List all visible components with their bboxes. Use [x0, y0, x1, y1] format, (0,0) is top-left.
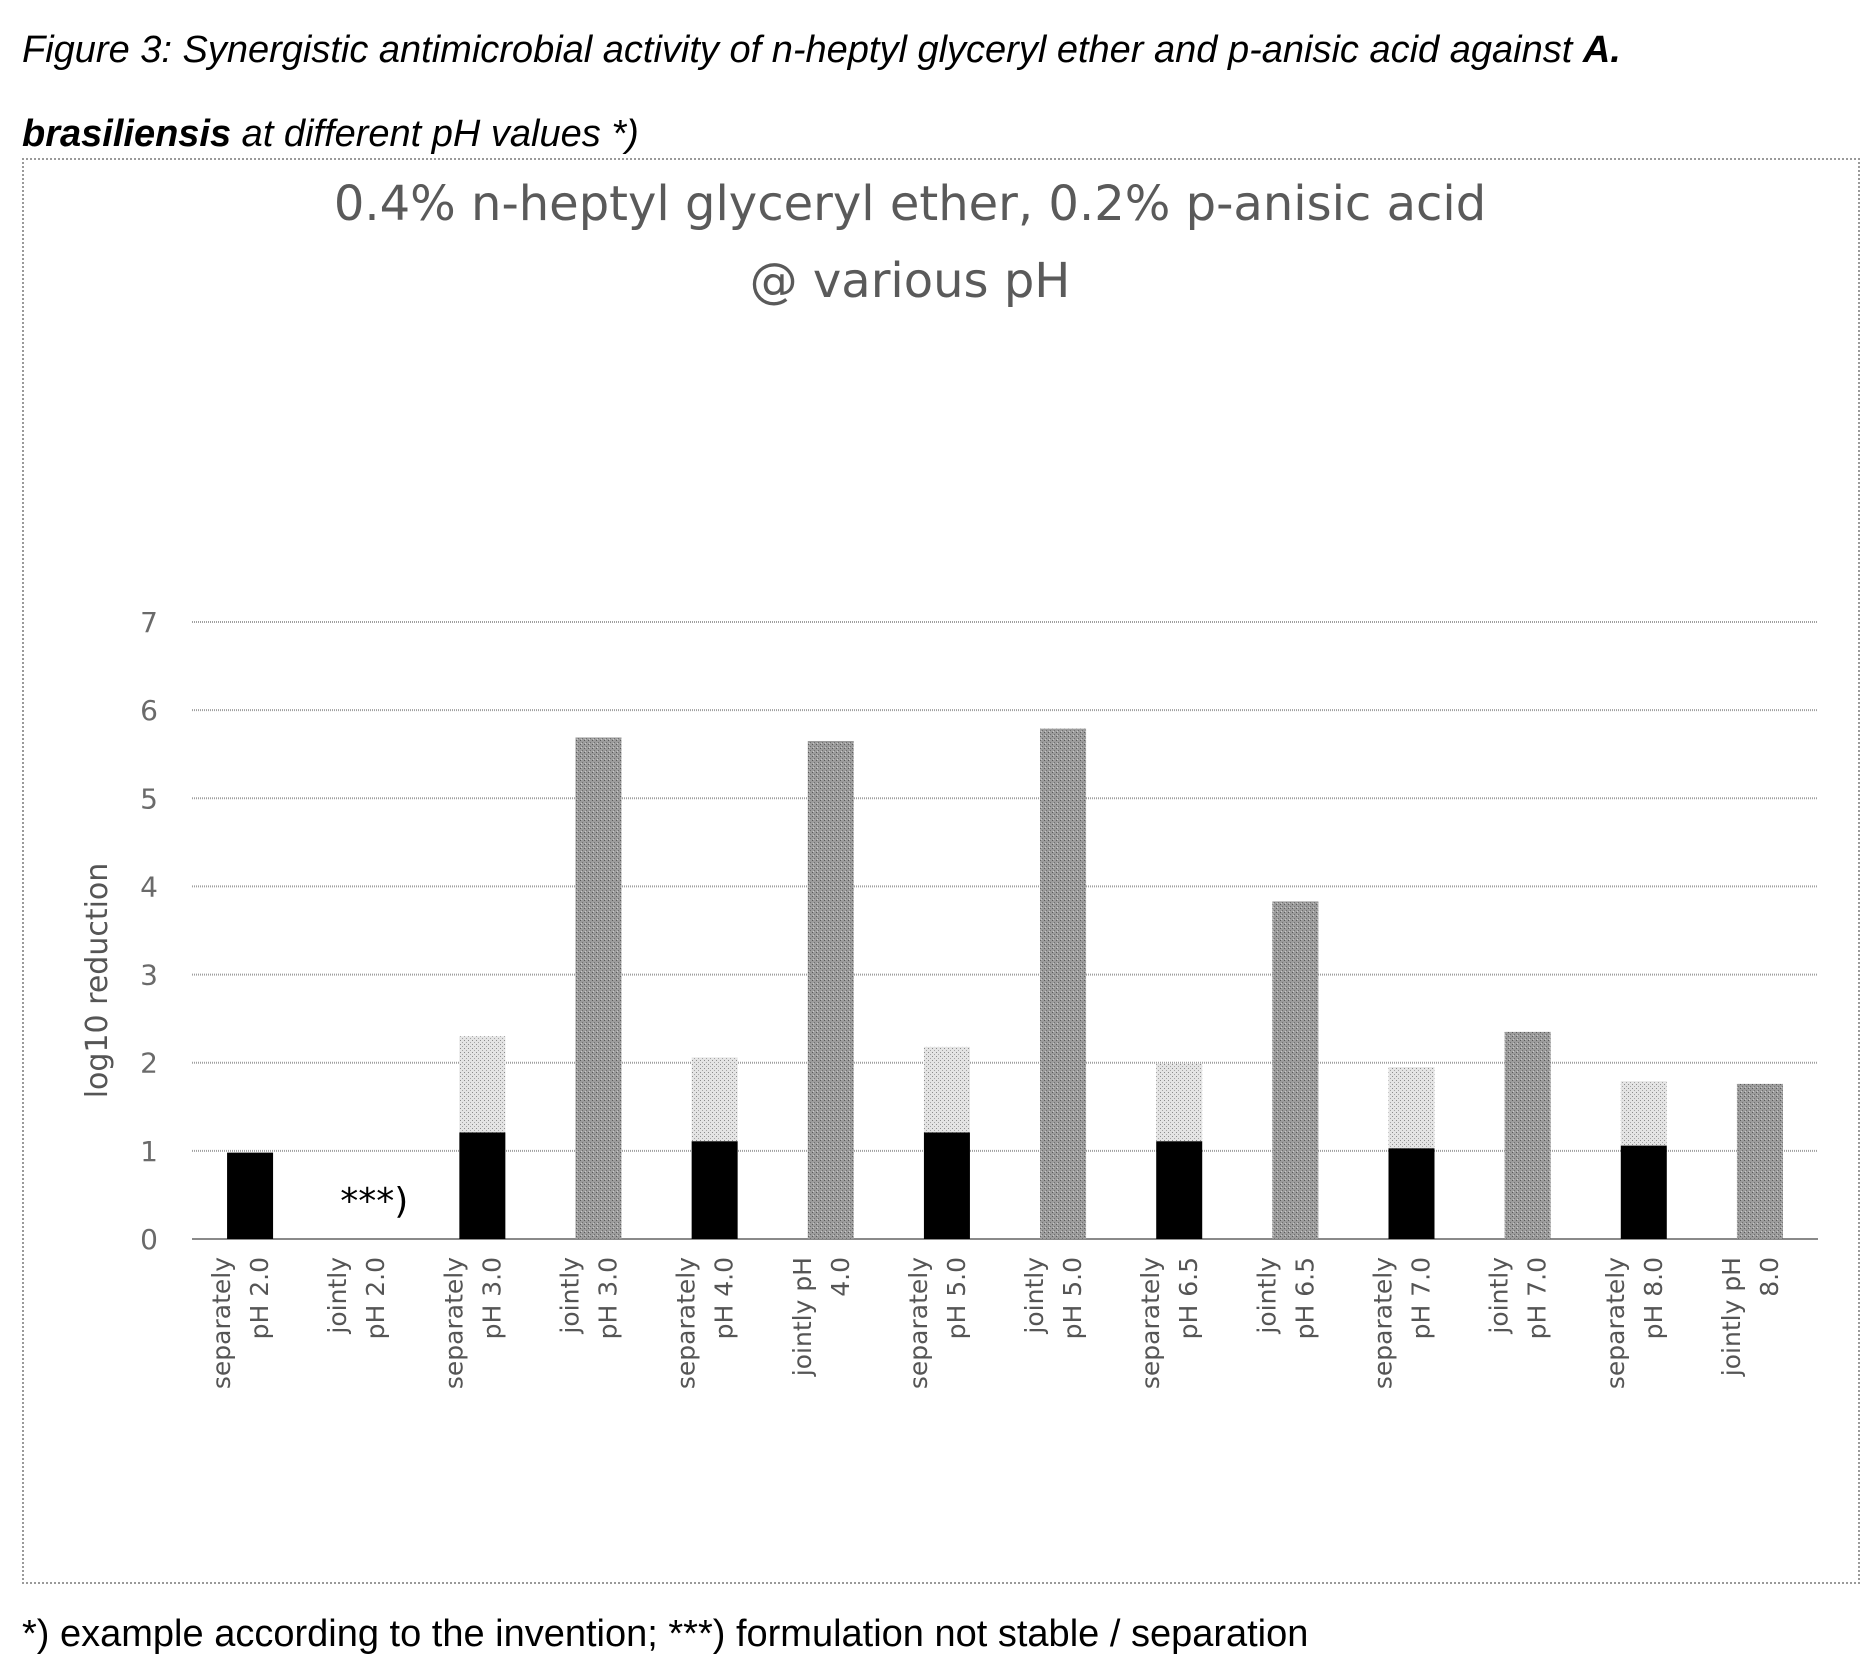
x-tick-label: pH 2.0: [361, 1257, 390, 1339]
chart-area: 0 1 2 3 4 5 6 7 0.4% n-heptyl glyceryl ether, 0.…: [22, 158, 1860, 1584]
x-tick-label: pH 5.0: [942, 1257, 971, 1339]
x-tick-label: jointly: [556, 1257, 585, 1335]
figure-caption: Figure 3: Synergistic antimicrobial acti…: [22, 8, 1852, 176]
bar: [1156, 1141, 1203, 1239]
y-tick-label: 0: [140, 1223, 158, 1256]
x-tick-label: 8.0: [1755, 1257, 1784, 1297]
caption-bold-1: A.: [1582, 29, 1621, 71]
x-tick-label: pH 2.0: [245, 1257, 274, 1339]
bar: [923, 1046, 970, 1133]
x-tick-label: jointly: [323, 1257, 352, 1335]
x-tick-label: jointly: [1020, 1257, 1049, 1335]
x-tick-label: separately: [207, 1257, 236, 1389]
x-tick-label: pH 3.0: [477, 1257, 506, 1339]
x-tick-label: pH 7.0: [1523, 1257, 1552, 1339]
x-tick-label: separately: [439, 1257, 468, 1389]
x-tick-label: jointly pH: [788, 1257, 817, 1377]
chart-title: 0.4% n-heptyl glyceryl ether, 0.2% p-ani…: [334, 176, 1486, 232]
bar: [1272, 901, 1319, 1239]
y-tick-label: 5: [140, 782, 158, 815]
y-axis-label: log10 reduction: [80, 863, 115, 1099]
y-tick-label: 7: [140, 606, 158, 639]
annotation-label: ***): [340, 1181, 408, 1222]
chart-title: @ various pH: [750, 253, 1071, 309]
caption-text-1: Figure 3: Synergistic antimicrobial acti…: [22, 29, 1583, 71]
x-tick-label: separately: [1136, 1257, 1165, 1389]
bar: [575, 737, 622, 1239]
bar: [459, 1036, 506, 1133]
bar: [923, 1132, 970, 1239]
x-tick-label: jointly: [1252, 1257, 1281, 1335]
bar-chart: 0 1 2 3 4 5 6 7 0.4% n-heptyl glyceryl ether, 0.…: [80, 176, 1818, 1389]
x-tick-label: pH 3.0: [594, 1257, 623, 1339]
bar: [1736, 1083, 1783, 1239]
bar: [1388, 1067, 1435, 1149]
caption-bold-2: brasiliensis: [22, 113, 232, 155]
y-tick-label: 2: [140, 1047, 158, 1080]
x-tick-label: separately: [1369, 1257, 1398, 1389]
y-tick-label: 4: [140, 870, 158, 903]
bar: [691, 1057, 738, 1142]
y-tick-label: 1: [140, 1135, 158, 1168]
bar: [807, 740, 854, 1239]
bar: [691, 1141, 738, 1239]
x-tick-label: separately: [1601, 1257, 1630, 1389]
bar: [1156, 1063, 1203, 1142]
footnote: *) example according to the invention; *…: [22, 1613, 1309, 1655]
bar: [459, 1132, 506, 1239]
x-tick-label: jointly: [1485, 1257, 1514, 1335]
bar: [1040, 728, 1087, 1239]
caption-text-2: at different pH values *): [231, 113, 639, 155]
x-tick-label: separately: [672, 1257, 701, 1389]
bar: [1620, 1081, 1667, 1146]
x-tick-label: pH 6.5: [1174, 1257, 1203, 1339]
y-tick-label: 3: [140, 959, 158, 992]
bar: [1620, 1145, 1667, 1239]
bar: [1504, 1031, 1551, 1239]
y-tick-label: 6: [140, 694, 158, 727]
x-tick-label: separately: [904, 1257, 933, 1389]
x-tick-label: pH 8.0: [1639, 1257, 1668, 1339]
bar: [1388, 1148, 1435, 1239]
x-tick-label: pH 5.0: [1058, 1257, 1087, 1339]
x-tick-label: 4.0: [826, 1257, 855, 1297]
x-tick-label: jointly pH: [1717, 1257, 1746, 1377]
x-tick-label: pH 4.0: [710, 1257, 739, 1339]
x-tick-label: pH 6.5: [1290, 1257, 1319, 1339]
x-tick-label: pH 7.0: [1407, 1257, 1436, 1339]
bar: [227, 1152, 274, 1239]
